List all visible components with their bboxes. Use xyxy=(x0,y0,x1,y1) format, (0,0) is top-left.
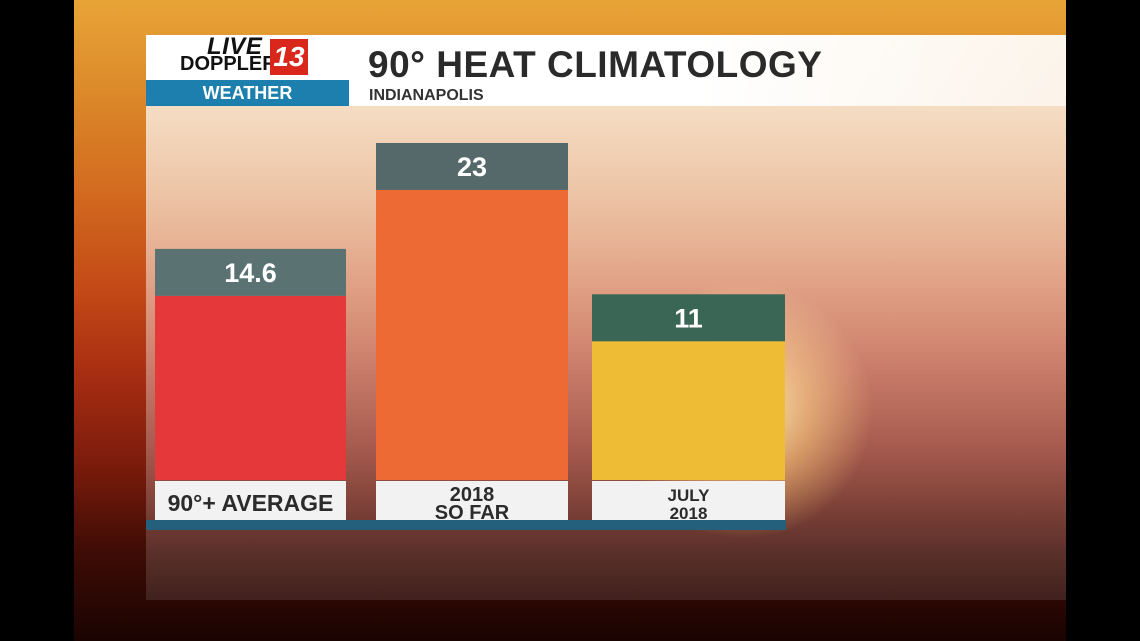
category-box-1 xyxy=(155,481,346,520)
bar-value-band-2 xyxy=(376,142,568,190)
category-label-3-line-2: 2018 xyxy=(670,504,708,523)
weather-section-label: WEATHER xyxy=(146,80,349,106)
category-label-2-line-2: SO FAR xyxy=(435,502,510,524)
chart-subtitle: INDIANAPOLIS xyxy=(369,87,484,104)
category-box-3 xyxy=(592,481,785,520)
chart-title: 90° HEAT CLIMATOLOGY xyxy=(368,44,823,85)
bar-1 xyxy=(155,295,346,480)
category-box-2 xyxy=(376,481,568,520)
bar-value-band-1 xyxy=(155,248,346,296)
category-label-3-line-1: JULY xyxy=(668,486,711,505)
category-label-2-line-1: 2018 xyxy=(450,484,495,506)
logo-live-text: LIVE xyxy=(207,33,263,60)
chart-baseline xyxy=(146,520,786,530)
bar-3 xyxy=(592,341,785,480)
data-label-2: 23 xyxy=(457,152,487,182)
data-label-1: 14.6 xyxy=(224,258,277,288)
logo-doppler-text: DOPPLER xyxy=(180,53,277,75)
bar-value-band-3 xyxy=(592,294,785,342)
category-label-1: 90°+ AVERAGE xyxy=(168,490,334,516)
logo-number-badge: 13 xyxy=(270,39,308,75)
bar-2 xyxy=(376,189,568,480)
data-label-3: 11 xyxy=(674,303,703,333)
